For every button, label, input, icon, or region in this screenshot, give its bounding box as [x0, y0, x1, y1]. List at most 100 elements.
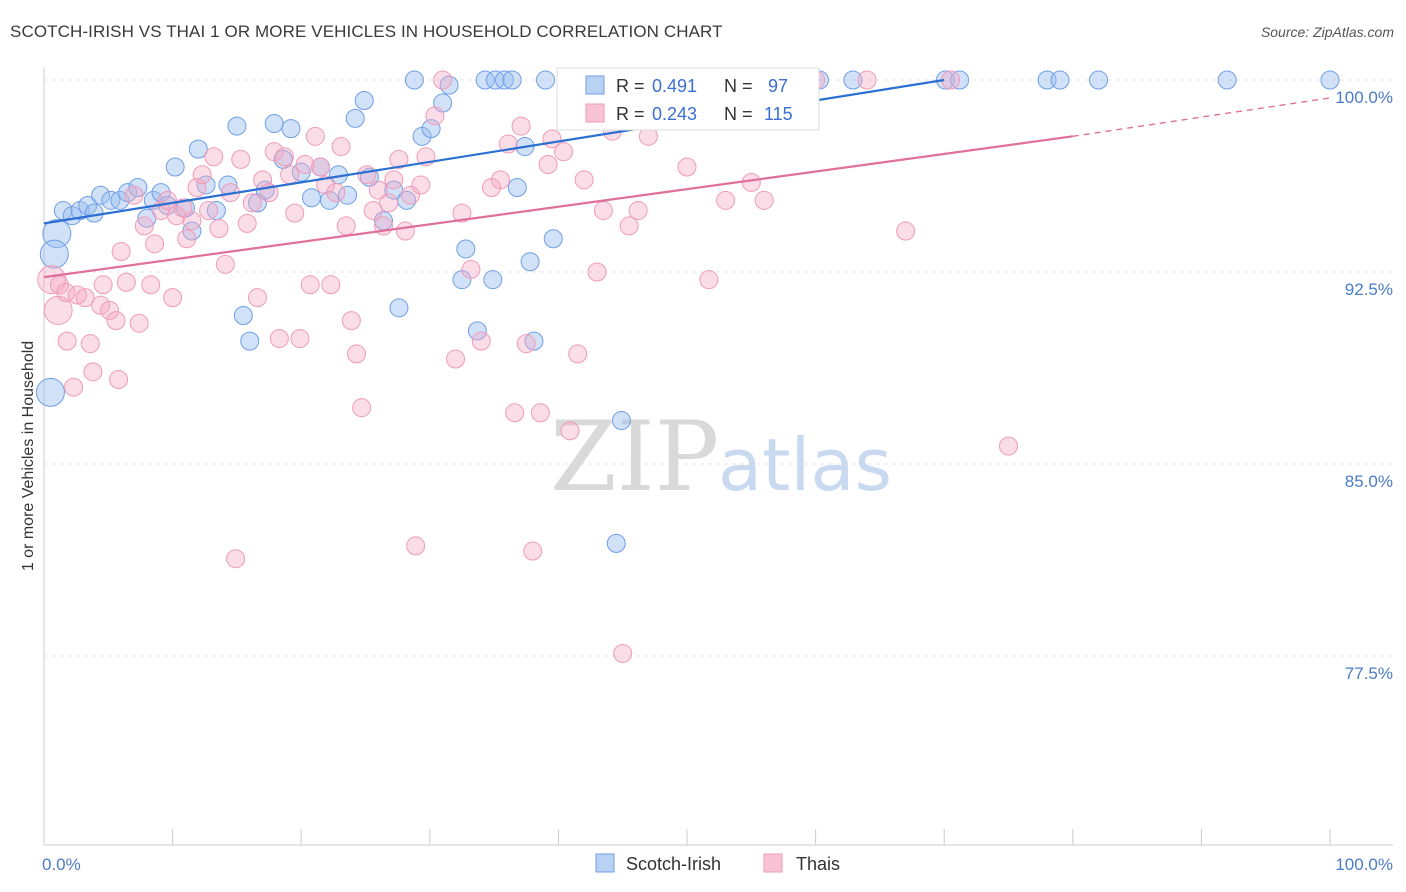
thais-point-55 [326, 183, 346, 203]
legend-r-label-2: R = [616, 104, 645, 124]
thais-point-74 [433, 70, 453, 90]
thais-point-49 [295, 154, 315, 174]
legend-n-label-1: N = [724, 76, 753, 96]
thais-point-51 [305, 126, 325, 146]
thais-point-78 [471, 331, 491, 351]
scotch-irish-point-6 [78, 195, 98, 215]
thais-point-29 [187, 178, 207, 198]
y-axis-title: 1 or more Vehicles in Household [20, 341, 37, 571]
scotch-irish-point-7 [84, 203, 104, 223]
thais-point-32 [204, 147, 224, 167]
thais-point-50 [300, 275, 320, 295]
thais-point-46 [280, 165, 300, 185]
thais-point-37 [231, 149, 251, 169]
legend-n-label-2: N = [724, 104, 753, 124]
scotch-irish-point-86 [1089, 70, 1109, 90]
scotch-irish-point-52 [467, 321, 487, 341]
thais-point-109 [896, 221, 916, 241]
y-tick-label-0: 100.0% [1335, 88, 1393, 107]
scotch-irish-point-35 [319, 190, 339, 210]
scotch-irish-point-43 [389, 298, 409, 318]
scotch-irish-point-69 [611, 410, 631, 430]
thais-point-31 [199, 201, 219, 221]
scotch-irish-point-2 [35, 377, 65, 407]
thais-point-106 [754, 190, 774, 210]
thais-point-7 [75, 288, 95, 308]
scotch-irish-point-37 [337, 185, 357, 205]
scotch-irish-point-26 [240, 331, 260, 351]
scotch-irish-point-51 [456, 239, 476, 259]
thais-point-12 [100, 300, 120, 320]
scotch-irish-point-10 [110, 190, 130, 210]
scotch-irish-point-29 [264, 114, 284, 134]
x-tick-label-0: 0.0% [42, 855, 81, 874]
thais-point-53 [316, 175, 336, 195]
thais-point-111 [999, 436, 1018, 456]
thais-point-101 [677, 157, 697, 177]
thais-point-59 [346, 344, 366, 364]
thais-point-73 [425, 106, 445, 126]
thais-point-96 [613, 643, 633, 663]
scotch-irish-point-58 [507, 178, 527, 198]
thais-point-60 [352, 398, 372, 418]
series-legend: Scotch-Irish Thais [595, 853, 840, 874]
thais-point-27 [177, 229, 197, 249]
trend-line-thais [43, 135, 1073, 279]
thais-point-87 [538, 154, 558, 174]
thais-point-76 [452, 203, 472, 223]
thais-point-20 [141, 275, 161, 295]
thais-point-16 [116, 272, 136, 292]
thais-point-89 [554, 142, 574, 162]
y-tick-label-2: 85.0% [1345, 472, 1393, 491]
scotch-irish-point-49 [439, 75, 459, 95]
thais-point-38 [237, 213, 257, 233]
thais-point-17 [124, 185, 144, 205]
series-thais [37, 70, 1018, 663]
thais-point-40 [247, 288, 267, 308]
tick-labels: 100.0% 92.5% 85.0% 77.5% 0.0% 100.0% [42, 88, 1393, 874]
axes [43, 68, 1393, 846]
legend-r-label-1: R = [616, 76, 645, 96]
thais-point-28 [182, 211, 202, 231]
thais-point-44 [269, 329, 289, 349]
y-tick-label-1: 92.5% [1345, 280, 1393, 299]
thais-point-19 [134, 216, 154, 236]
thais-point-110 [941, 70, 961, 90]
thais-point-43 [264, 142, 284, 162]
bottom-legend-swatch-thais [763, 853, 783, 873]
thais-point-77 [461, 259, 481, 279]
trend-line-thais-extension [1072, 97, 1331, 138]
thais-point-66 [384, 170, 404, 190]
scotch-irish-point-57 [502, 70, 522, 90]
thais-point-108 [857, 70, 877, 90]
thais-point-91 [568, 344, 588, 364]
thais-point-63 [368, 180, 388, 200]
thais-point-39 [242, 193, 262, 213]
x-tick-label-1: 100.0% [1335, 855, 1393, 874]
thais-point-15 [111, 242, 131, 262]
thais-point-68 [395, 221, 415, 241]
thais-point-93 [587, 262, 607, 282]
scotch-irish-point-33 [301, 188, 321, 208]
thais-point-5 [64, 377, 84, 397]
scotch-irish-point-60 [520, 252, 540, 272]
scotch-irish-point-85 [1050, 70, 1070, 90]
thais-point-98 [628, 201, 648, 221]
thais-point-61 [357, 165, 377, 185]
thais-point-102 [699, 270, 719, 290]
legend-n-value-1: 97 [768, 76, 788, 96]
thais-point-84 [516, 334, 536, 354]
scotch-irish-point-1 [39, 239, 69, 269]
scotch-irish-point-87 [1217, 70, 1237, 90]
scotch-irish-point-82 [935, 70, 955, 90]
thais-point-6 [67, 285, 87, 305]
scotch-irish-point-53 [475, 70, 495, 90]
thais-point-18 [129, 313, 149, 333]
thais-point-25 [166, 206, 186, 226]
thais-point-34 [215, 254, 235, 274]
scotch-irish-point-56 [494, 70, 514, 90]
scotch-irish-point-25 [233, 306, 253, 326]
scotch-irish-point-62 [536, 70, 556, 90]
thais-point-105 [741, 172, 761, 192]
